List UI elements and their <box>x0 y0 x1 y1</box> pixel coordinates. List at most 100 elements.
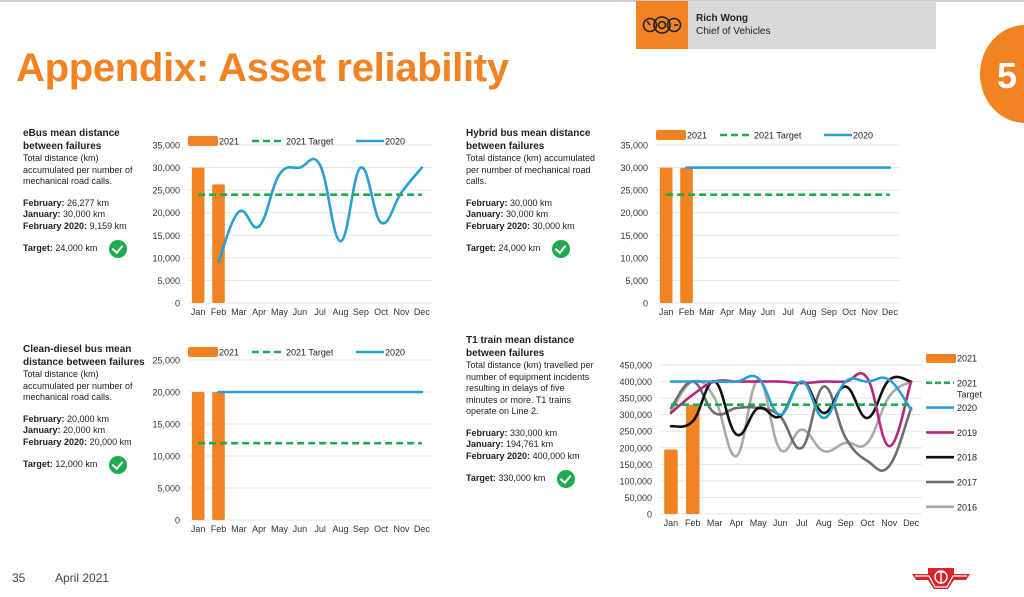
panel-hybrid-description: Hybrid bus mean distance between failure… <box>466 127 606 258</box>
x-tick-label: May <box>739 307 757 317</box>
y-tick-label: 25,000 <box>152 356 180 366</box>
y-tick-label: 15,000 <box>152 231 180 241</box>
chart-legend: 2021 2021 Target 2020 2019 2018 2017 2016 <box>926 354 983 512</box>
target-value: 24,000 km <box>498 243 541 254</box>
stat-label: February: <box>466 197 508 208</box>
legend-label-target: 2021 Target <box>286 137 334 147</box>
x-tick-label: Aug <box>816 518 832 528</box>
stat-row: January: 20,000 km <box>23 425 148 437</box>
x-tick-label: Jan <box>664 518 679 528</box>
panel-heading: Hybrid bus mean distance between failure… <box>466 128 591 152</box>
target-value: 12,000 km <box>55 459 98 470</box>
stat-label: February 2020: <box>466 450 531 461</box>
x-tick-label: May <box>271 524 289 534</box>
stat-row: February: 26,277 km <box>23 198 148 210</box>
x-tick-label: Nov <box>861 307 878 317</box>
target-label: Target: <box>23 243 53 254</box>
stat-value: 9,159 km <box>89 220 127 231</box>
legend-label-2020: 2020 <box>385 137 405 147</box>
x-tick-label: Dec <box>882 307 899 317</box>
legend-swatch-2021 <box>188 136 218 146</box>
page-number: 35 <box>12 571 26 585</box>
page-title: Appendix: Asset reliability <box>16 46 509 90</box>
y-tick-label: 5,000 <box>157 484 180 494</box>
stat-value: 26,277 km <box>67 197 110 208</box>
line-2020 <box>669 374 913 420</box>
y-tick-label: 20,000 <box>620 208 648 218</box>
legend-swatch-2021 <box>926 354 956 363</box>
x-tick-label: Apr <box>252 524 266 534</box>
y-tick-label: 0 <box>175 516 180 526</box>
x-tick-label: Sep <box>353 307 369 317</box>
y-tick-label: 300,000 <box>619 410 652 420</box>
x-tick-label: Jul <box>796 518 808 528</box>
panel-diesel-description: Clean-diesel bus mean distance between f… <box>23 343 148 474</box>
stat-value: 20,000 km <box>89 436 132 447</box>
stat-row: February: 330,000 km <box>466 428 596 440</box>
stat-label: February: <box>23 413 65 424</box>
x-tick-label: May <box>750 518 768 528</box>
bar-2021-jan <box>664 449 678 514</box>
y-tick-label: 50,000 <box>624 493 652 503</box>
x-tick-label: Jun <box>773 518 788 528</box>
y-tick-label: 0 <box>175 299 180 309</box>
stat-label: January: <box>23 209 61 219</box>
x-tick-label: Nov <box>393 307 410 317</box>
stat-row: February 2020: 20,000 km <box>23 437 148 449</box>
target-row: Target: 12,000 km <box>23 456 148 474</box>
y-tick-label: 350,000 <box>619 394 652 404</box>
stat-row: February: 30,000 km <box>466 198 606 210</box>
stat-label: February 2020: <box>23 220 88 231</box>
x-tick-label: Jul <box>314 524 326 534</box>
top-divider <box>0 0 1024 2</box>
panel-ebus-description: eBus mean distance between failures Tota… <box>23 127 148 258</box>
x-tick-label: Jul <box>782 307 794 317</box>
stat-row: February 2020: 30,000 km <box>466 221 606 233</box>
x-tick-label: May <box>271 307 289 317</box>
stat-value: 30,000 km <box>63 209 106 219</box>
bar-2021-jan <box>191 167 205 303</box>
ttc-logo-icon <box>910 565 972 596</box>
bar-2021-feb <box>212 184 225 303</box>
line-2017 <box>669 380 913 472</box>
bar-2021-jan <box>659 167 673 303</box>
x-tick-label: Oct <box>860 518 875 528</box>
y-tick-label: 5,000 <box>625 276 648 286</box>
x-tick-label: Jan <box>659 307 674 317</box>
bar-2021-feb <box>680 167 693 303</box>
y-tick-label: 5,000 <box>157 276 180 286</box>
stat-value: 30,000 km <box>506 209 549 219</box>
x-tick-label: Jun <box>293 524 308 534</box>
y-tick-label: 250,000 <box>619 427 652 437</box>
stat-value: 20,000 km <box>63 425 106 435</box>
y-tick-label: 15,000 <box>620 231 648 241</box>
target-label: Target: <box>23 459 53 470</box>
y-tick-label: 20,000 <box>152 388 180 398</box>
x-tick-label: Mar <box>707 518 723 528</box>
x-tick-label: Dec <box>414 524 431 534</box>
stat-value: 20,000 km <box>67 413 110 424</box>
target-row: Target: 24,000 km <box>466 240 606 258</box>
panel-description: Total distance (km) travelled per number… <box>466 360 594 416</box>
stat-value: 194,761 km <box>506 439 554 449</box>
panel-description: Total distance (km) accumulated per numb… <box>466 153 596 186</box>
legend-label-2021: 2021 <box>219 348 239 358</box>
x-tick-label: Nov <box>393 524 410 534</box>
stat-row: January: 30,000 km <box>23 209 148 221</box>
y-tick-label: 100,000 <box>619 476 652 486</box>
check-circle-icon <box>109 240 128 258</box>
stat-value: 400,000 km <box>532 450 580 461</box>
y-tick-label: 10,000 <box>152 253 180 263</box>
x-tick-label: Jan <box>191 524 206 534</box>
legend-label-2021: 2021 <box>687 131 707 141</box>
x-tick-label: Mar <box>699 307 715 317</box>
x-tick-label: Jun <box>761 307 776 317</box>
y-tick-label: 35,000 <box>620 141 648 151</box>
legend-label-target: 2021 Target <box>957 378 983 399</box>
x-tick-label: Jan <box>191 307 206 317</box>
x-tick-label: Nov <box>881 518 898 528</box>
x-tick-label: Apr <box>729 518 743 528</box>
x-tick-label: Aug <box>332 524 348 534</box>
